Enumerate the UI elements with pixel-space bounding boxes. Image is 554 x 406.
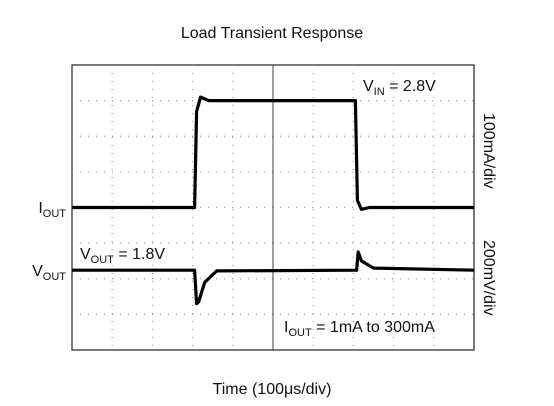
label-main: I — [284, 319, 288, 336]
annotation: VIN = 2.8V — [363, 78, 436, 98]
trace — [72, 250, 475, 306]
label-main: I — [38, 200, 42, 217]
label-rest: = 1.8V — [114, 246, 165, 263]
scale-label: 100mA/div — [480, 113, 497, 189]
label-rest: = 2.8V — [385, 78, 436, 95]
annotation: VOUT = 1.8V — [80, 246, 165, 266]
label-main: V — [363, 78, 374, 95]
chart-title: Load Transient Response — [181, 25, 363, 42]
label-rest: = 1mA to 300mA — [312, 319, 436, 336]
label-subscript: IN — [374, 86, 385, 98]
annotation: IOUT = 1mA to 300mA — [284, 319, 435, 339]
label-subscript: OUT — [288, 327, 312, 339]
scale-label: 200mV/div — [480, 240, 497, 316]
trace — [72, 95, 474, 211]
trace-label: VOUT — [32, 263, 66, 283]
label-subscript: OUT — [91, 254, 115, 266]
label-subscript: OUT — [43, 208, 67, 220]
label-subscript: OUT — [43, 271, 67, 283]
trace-label: IOUT — [38, 200, 66, 220]
x-axis-label: Time (100μs/div) — [213, 381, 332, 398]
label-main: V — [32, 263, 43, 280]
label-main: V — [80, 246, 91, 263]
